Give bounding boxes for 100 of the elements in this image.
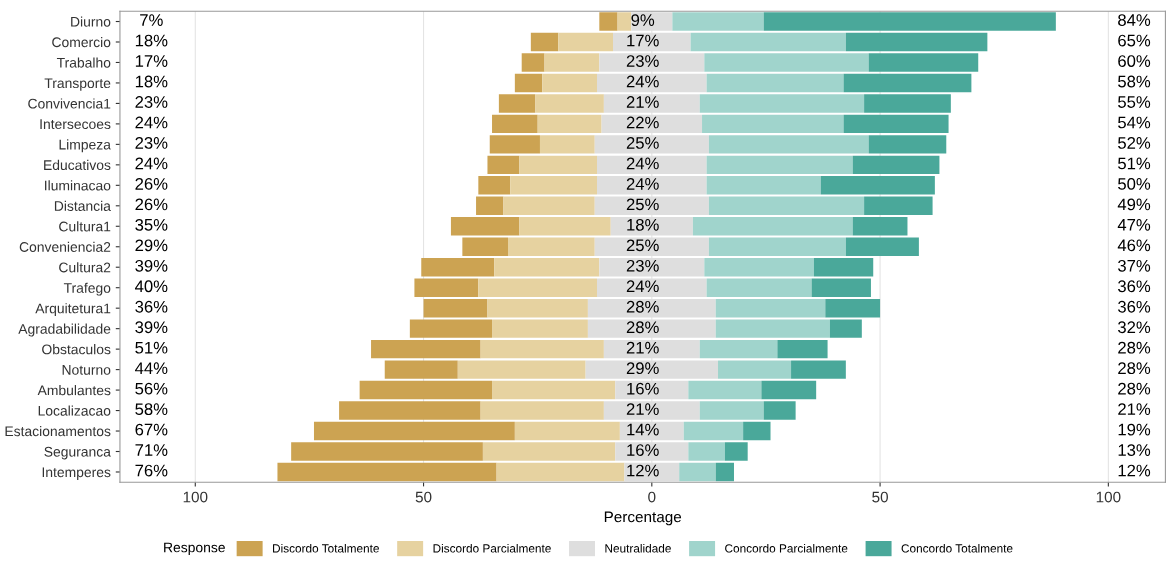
bar	[450, 217, 520, 236]
bar	[544, 53, 600, 72]
bar	[852, 217, 908, 236]
annotation: 49%	[1117, 198, 1151, 211]
legend-label: Neutralidade	[605, 543, 671, 553]
bar	[702, 114, 844, 134]
y-tick-label: Transporte	[44, 78, 111, 91]
bar	[706, 73, 844, 93]
bar	[715, 462, 734, 482]
annotation: 56%	[135, 382, 168, 395]
bar	[277, 462, 497, 482]
annotation: 26%	[135, 198, 168, 211]
y-tick-label: Intemperes	[42, 467, 111, 480]
bar	[704, 258, 814, 277]
bar	[743, 421, 771, 441]
annotation: 65%	[1118, 34, 1151, 47]
annotation: 67%	[135, 423, 168, 436]
bar	[690, 32, 846, 52]
x-tick-label: 100	[1096, 491, 1121, 503]
bar	[487, 298, 588, 318]
annotation: 71%	[135, 444, 168, 456]
annotation: 12%	[1118, 464, 1151, 477]
bar	[843, 73, 972, 93]
y-tick-label: Noturno	[62, 365, 111, 375]
bar	[494, 258, 600, 277]
legend-title: Response	[164, 542, 225, 556]
annotation: 32%	[1118, 321, 1151, 334]
bar	[558, 32, 614, 52]
annotation: 21%	[626, 341, 659, 354]
annotation: 29%	[135, 239, 168, 252]
bar	[763, 401, 796, 420]
bar	[530, 32, 559, 52]
bar	[679, 462, 716, 482]
annotation: 54%	[1118, 116, 1151, 129]
annotation: 25%	[626, 198, 659, 211]
bar	[813, 258, 874, 277]
bar	[492, 319, 588, 338]
bar	[829, 319, 862, 338]
bar	[492, 114, 538, 134]
bar	[521, 53, 545, 72]
bar	[706, 155, 853, 175]
annotation: 51%	[1118, 157, 1151, 170]
annotation: 16%	[627, 444, 659, 456]
bar	[718, 360, 792, 379]
y-tick-label: Trafego	[63, 282, 111, 296]
annotation: 46%	[1117, 239, 1151, 252]
annotation: 58%	[1118, 75, 1151, 88]
bar	[480, 401, 604, 420]
annotation: 23%	[626, 259, 659, 272]
annotation: 18%	[135, 75, 168, 88]
annotation: 39%	[135, 259, 168, 272]
bar	[708, 135, 869, 154]
bar	[478, 278, 598, 297]
bar	[498, 94, 536, 113]
bar	[384, 360, 458, 379]
annotation: 50%	[1118, 177, 1151, 190]
bar	[708, 237, 846, 256]
y-tick-label: Conveniencia2	[19, 241, 111, 252]
y-tick-label: Comercio	[52, 36, 111, 48]
x-tick-label: 50	[415, 491, 432, 503]
bar	[715, 319, 830, 338]
bar	[313, 421, 515, 441]
annotation: 39%	[135, 321, 168, 334]
annotation: 36%	[1118, 280, 1151, 293]
bar	[423, 298, 488, 318]
bar	[777, 339, 828, 359]
annotation: 19%	[1118, 423, 1151, 436]
bar	[688, 442, 725, 461]
annotation: 44%	[135, 362, 168, 375]
bar	[699, 94, 865, 113]
annotation: 40%	[135, 280, 168, 293]
bar	[414, 278, 479, 297]
bar	[864, 94, 951, 113]
annotation: 21%	[1118, 403, 1151, 415]
annotation: 14%	[627, 423, 659, 436]
annotation: 29%	[626, 362, 659, 375]
bar	[706, 278, 812, 297]
annotation: 22%	[626, 116, 659, 129]
x-tick-label: 0	[648, 491, 656, 503]
y-tick-label: Cultura1	[59, 221, 111, 232]
bar	[359, 380, 493, 400]
bar	[672, 12, 764, 31]
y-tick-label: Estacionamentos	[5, 426, 111, 437]
legend-label: Discordo Totalmente	[273, 543, 379, 553]
y-tick-label: Obstaculos	[42, 344, 111, 355]
bar	[845, 237, 919, 256]
y-tick-label: Trabalho	[56, 57, 111, 68]
annotation: 55%	[1118, 96, 1151, 108]
y-tick-label: Diurno	[71, 16, 111, 27]
bar	[868, 135, 947, 154]
annotation: 21%	[626, 96, 659, 108]
annotation: 16%	[627, 382, 659, 395]
annotation: 60%	[1118, 55, 1151, 67]
bar	[708, 196, 865, 216]
bar	[688, 380, 762, 400]
annotation: 7%	[140, 14, 163, 26]
bar	[699, 401, 764, 420]
bar	[864, 196, 933, 216]
annotation: 28%	[1118, 362, 1151, 375]
bar	[683, 421, 744, 441]
